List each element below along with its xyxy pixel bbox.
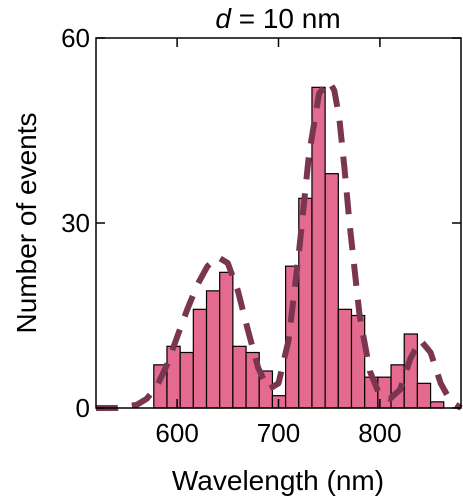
y-axis-title: Number of events bbox=[11, 113, 42, 334]
axis-ticks: 600 700 800 0 30 60 bbox=[61, 23, 461, 448]
histogram-bar-2 bbox=[179, 351, 194, 409]
histogram-bar-5 bbox=[219, 271, 234, 409]
fit-curve bbox=[96, 78, 463, 411]
histogram-bar-15 bbox=[350, 314, 366, 409]
histogram-bar-1 bbox=[166, 345, 181, 409]
histogram-bar-19 bbox=[403, 333, 419, 409]
chart-title-rest: = 10 nm bbox=[231, 3, 341, 34]
histogram-bar-14 bbox=[337, 308, 353, 409]
histogram-bar-6 bbox=[232, 345, 247, 409]
fit-curve-layer bbox=[96, 78, 463, 411]
x-tick-label-1: 700 bbox=[257, 418, 300, 448]
histogram-bar-21 bbox=[429, 401, 445, 409]
y-tick-label-0: 0 bbox=[76, 393, 90, 423]
histogram-bar-3 bbox=[192, 308, 208, 409]
x-axis-title: Wavelength (nm) bbox=[172, 465, 384, 496]
x-tick-label-0: 600 bbox=[155, 418, 198, 448]
chart-title-variable: d bbox=[215, 3, 232, 34]
y-tick-label-1: 30 bbox=[61, 208, 90, 238]
y-tick-label-2: 60 bbox=[61, 23, 90, 53]
histogram-bar-20 bbox=[416, 382, 432, 409]
histogram-bar-13 bbox=[324, 173, 339, 409]
x-tick-label-2: 800 bbox=[358, 418, 401, 448]
histogram-bar-4 bbox=[205, 290, 221, 409]
chart-title: d = 10 nm bbox=[215, 3, 340, 34]
